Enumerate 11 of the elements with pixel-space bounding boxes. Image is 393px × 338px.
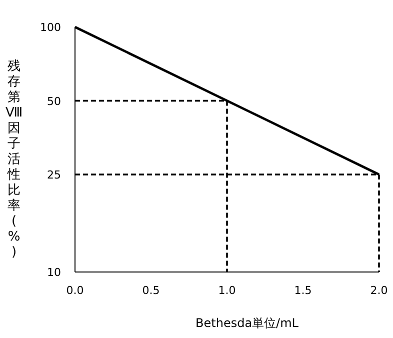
y-tick-label: 10 bbox=[47, 266, 61, 279]
x-tick-label: 0.5 bbox=[142, 284, 160, 297]
x-tick-label: 1.0 bbox=[218, 284, 236, 297]
x-axis-title: Bethesda単位/mL bbox=[196, 316, 299, 330]
x-tick-label: 1.5 bbox=[294, 284, 312, 297]
y-tick-label: 100 bbox=[40, 21, 61, 34]
text: 残存第Ⅷ因子活性比率(%) bbox=[5, 59, 23, 260]
y-tick-label: 25 bbox=[47, 168, 61, 182]
x-tick-label: 2.0 bbox=[370, 284, 388, 297]
y-tick-label: 50 bbox=[47, 94, 61, 108]
x-tick-label: 0.0 bbox=[66, 284, 84, 297]
